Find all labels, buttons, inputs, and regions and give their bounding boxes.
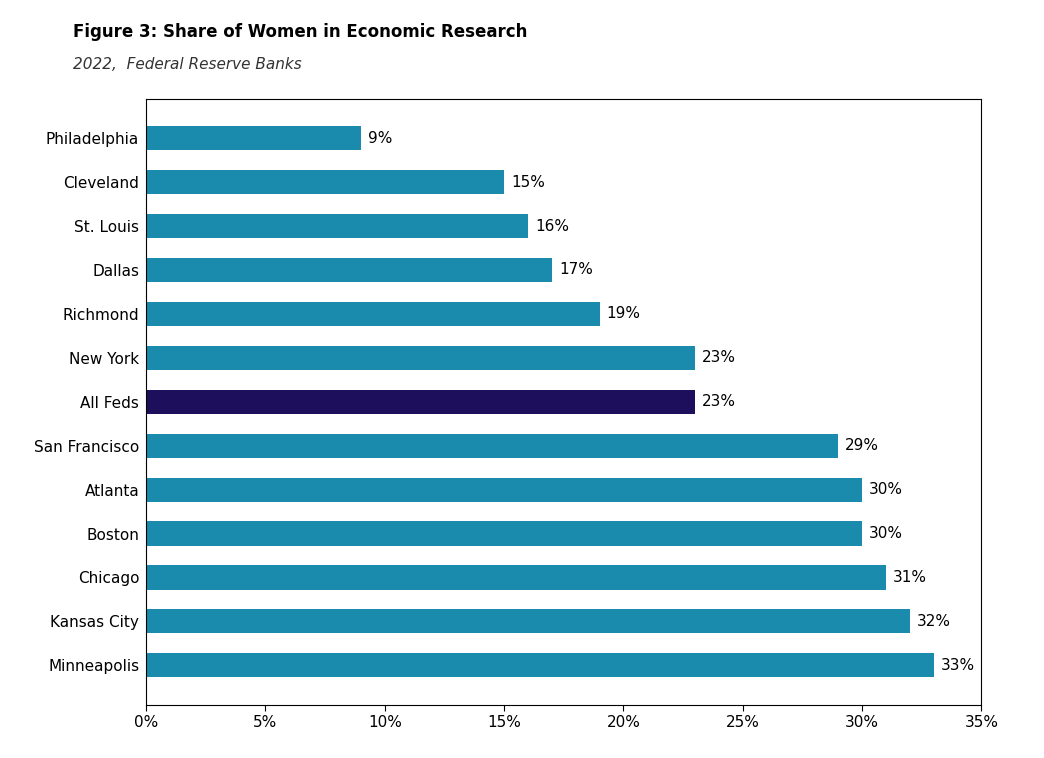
Text: 31%: 31%	[893, 570, 927, 585]
Text: 15%: 15%	[512, 174, 545, 190]
Text: 9%: 9%	[369, 130, 393, 146]
Bar	[146, 565, 886, 590]
Bar	[146, 390, 695, 414]
Bar	[146, 653, 933, 678]
Text: 2022,  Federal Reserve Banks: 2022, Federal Reserve Banks	[73, 57, 302, 72]
Bar	[146, 346, 695, 370]
Text: 23%: 23%	[703, 394, 736, 409]
Bar	[146, 478, 862, 502]
Text: 30%: 30%	[870, 482, 903, 497]
Text: 29%: 29%	[846, 438, 879, 453]
Bar	[146, 170, 504, 194]
Text: 17%: 17%	[559, 262, 593, 277]
Text: 19%: 19%	[607, 306, 641, 321]
Text: 16%: 16%	[536, 218, 569, 233]
Bar	[146, 126, 361, 150]
Text: 32%: 32%	[917, 614, 951, 629]
Text: 30%: 30%	[870, 526, 903, 541]
Bar	[146, 302, 599, 326]
Bar	[146, 522, 862, 546]
Text: Figure 3: Share of Women in Economic Research: Figure 3: Share of Women in Economic Res…	[73, 23, 527, 41]
Bar	[146, 258, 552, 282]
Bar	[146, 609, 909, 634]
Bar	[146, 214, 528, 238]
Text: 23%: 23%	[703, 350, 736, 365]
Bar	[146, 434, 838, 458]
Text: 33%: 33%	[941, 658, 975, 673]
